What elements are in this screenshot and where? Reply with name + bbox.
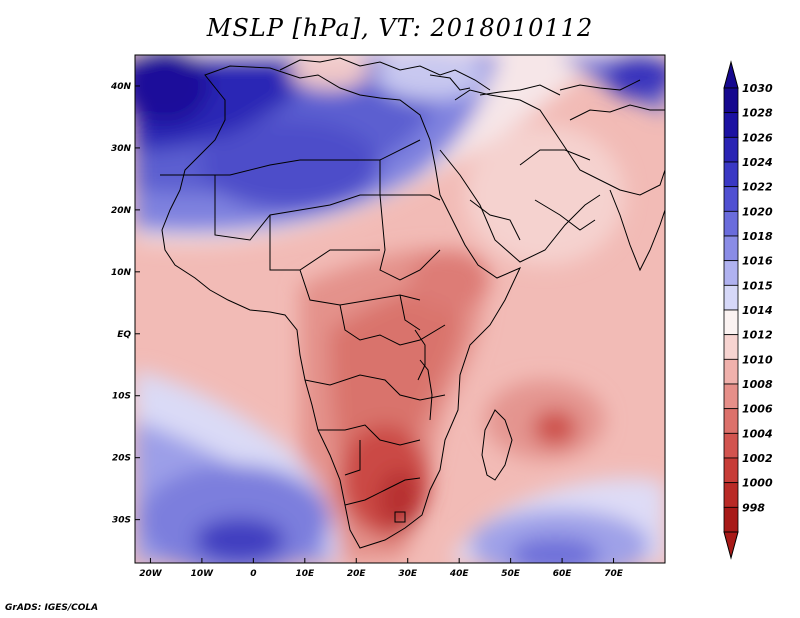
colorbar-swatch <box>723 334 739 360</box>
colorbar-swatch <box>723 87 739 114</box>
lon-tick-label: 50E <box>501 569 521 579</box>
colorbar-label: 998 <box>742 501 765 514</box>
colorbar-label: 1015 <box>742 279 773 292</box>
lon-tick-label: 30E <box>398 569 418 579</box>
lat-tick-label: EQ <box>117 330 131 340</box>
colorbar-swatch <box>723 186 739 212</box>
colorbar-swatch <box>723 210 739 237</box>
colorbar-bottom-arrow <box>723 531 739 560</box>
colorbar-label: 1022 <box>742 181 773 194</box>
colorbar-label: 1028 <box>742 107 773 120</box>
colorbar: 1030 1028 1026 1024 1022 1020 1018 1016 1015 1014… <box>723 60 773 560</box>
lat-tick-label: 30N <box>111 144 132 154</box>
lat-tick-label: 10S <box>112 392 131 402</box>
lon-tick-label: 40E <box>449 569 470 579</box>
colorbar-swatch <box>723 309 739 336</box>
colorbar-label: 1004 <box>742 427 773 440</box>
colorbar-swatch <box>723 161 739 188</box>
colorbar-swatch <box>723 235 739 262</box>
coastlines <box>160 57 665 549</box>
lat-tick-label: 20S <box>112 454 131 464</box>
lon-tick-label: 70E <box>604 569 624 579</box>
colorbar-label: 1000 <box>742 477 773 490</box>
longitude-axis: 20W 10W 0 10E 20E 30E 40E 50E 60E 70E <box>139 558 624 579</box>
colorbar-label: 1030 <box>742 82 773 95</box>
colorbar-label: 1006 <box>742 403 773 416</box>
lat-tick-label: 20N <box>111 206 132 216</box>
colorbar-label: 1012 <box>742 329 773 342</box>
colorbar-label: 1014 <box>742 304 773 317</box>
colorbar-label: 1010 <box>742 353 773 366</box>
map-frame <box>134 54 666 564</box>
colorbar-label: 1024 <box>742 156 773 169</box>
colorbar-label: 1002 <box>742 452 773 465</box>
lon-tick-label: 20W <box>139 569 163 579</box>
colorbar-label: 1026 <box>742 131 773 144</box>
colorbar-label: 1018 <box>742 230 773 243</box>
lon-tick-label: 10W <box>191 569 215 579</box>
lon-tick-label: 20E <box>347 569 367 579</box>
map-title: MSLP [hPa], VT: 2018010112 <box>206 14 594 42</box>
colorbar-swatch <box>723 136 739 163</box>
lat-tick-label: 10N <box>111 268 132 278</box>
pressure-field <box>135 55 665 563</box>
colorbar-swatch <box>723 432 739 459</box>
colorbar-swatch <box>723 284 739 311</box>
colorbar-swatch <box>723 408 739 434</box>
lon-tick-label: 0 <box>250 569 256 579</box>
colorbar-label: 1020 <box>742 205 773 218</box>
lat-tick-label: 30S <box>112 516 131 526</box>
colorbar-top-arrow <box>723 60 739 89</box>
lon-tick-label: 60E <box>553 569 573 579</box>
latitude-axis: 40N 30N 20N 10N EQ 10S 20S 30S <box>110 82 140 526</box>
colorbar-swatch <box>723 383 739 410</box>
colorbar-swatch <box>723 482 739 508</box>
colorbar-label: 1016 <box>742 255 773 268</box>
colorbar-swatch <box>723 506 739 533</box>
lon-tick-label: 10E <box>295 569 315 579</box>
colorbar-swatch <box>723 112 739 138</box>
colorbar-swatch <box>723 358 739 385</box>
colorbar-swatch <box>723 457 739 484</box>
colorbar-label: 1008 <box>742 378 773 391</box>
lat-tick-label: 40N <box>110 82 132 92</box>
colorbar-swatch <box>723 260 739 286</box>
credit-label: GrADS: IGES/COLA <box>5 603 99 613</box>
